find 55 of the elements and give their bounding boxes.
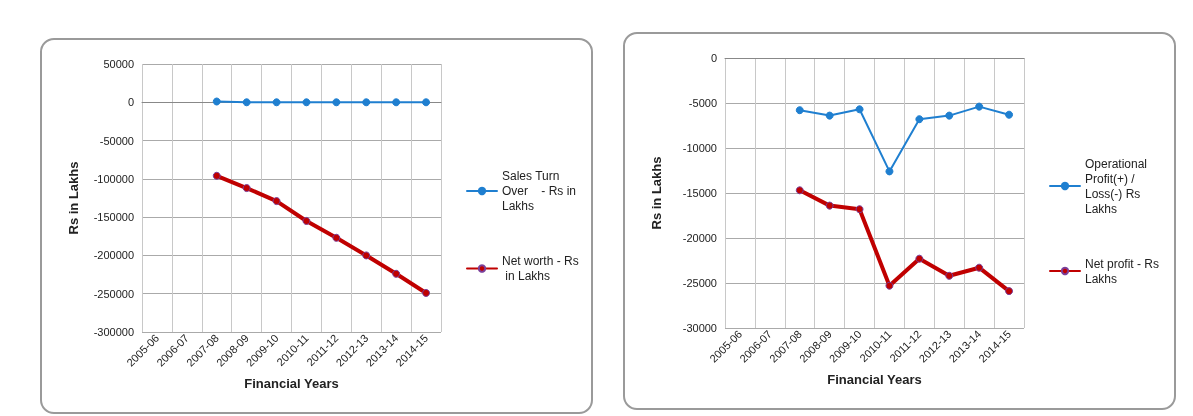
point [1005,110,1014,119]
y-axis-title: Rs in Lakhs [66,161,81,235]
y-tick-label: -20000 [682,232,717,244]
point [795,186,804,195]
point [362,251,371,260]
y-tick-label: -200000 [93,249,134,262]
point [212,97,221,106]
point [915,254,924,263]
point [795,106,804,115]
point [825,111,834,120]
y-tick-label: 0 [127,96,134,109]
legend-label: Sales Turn Over - Rs in Lakhs [502,169,580,213]
y-tick-label: -10000 [682,142,717,154]
point [945,111,954,120]
point [885,281,894,290]
point [302,216,311,225]
y-tick-label: -25000 [682,277,717,289]
y-tick-label: -100000 [93,172,134,185]
y-tick-label: -5000 [688,97,717,109]
point [242,184,251,193]
y-axis-title: Rs in Lakhs [649,156,664,230]
y-tick-label: 0 [710,52,717,64]
y-tick-label: -150000 [93,211,134,224]
point [915,115,924,124]
x-axis-title: Financial Years [244,375,339,391]
point [392,269,401,278]
legend-label: Net worth - Rs in Lakhs [502,254,579,283]
x-axis-title: Financial Years [827,371,922,387]
point [302,98,311,107]
legend-label: Net profit - Rs Lakhs [1085,256,1163,286]
point [825,201,834,210]
point [392,98,401,107]
point [945,271,954,280]
point [272,98,281,107]
y-tick-label: -250000 [93,287,134,300]
y-tick-label: -50000 [99,134,134,147]
point [362,98,371,107]
y-tick-label: 50000 [103,58,134,70]
point [242,98,251,107]
point [855,105,864,114]
point [855,205,864,214]
point [212,171,221,180]
legend-label: Operational Profit(+) /Loss(-) Rs Lakhs [1085,156,1151,216]
point [272,197,281,206]
point [885,167,894,176]
point [1005,287,1014,296]
point [422,98,431,107]
y-tick-label: -300000 [93,326,134,338]
point [975,263,984,272]
point [332,98,341,107]
point [332,233,341,242]
point [975,102,984,111]
y-tick-label: -15000 [682,187,717,199]
y-tick-label: -30000 [682,322,717,334]
point [422,288,431,297]
